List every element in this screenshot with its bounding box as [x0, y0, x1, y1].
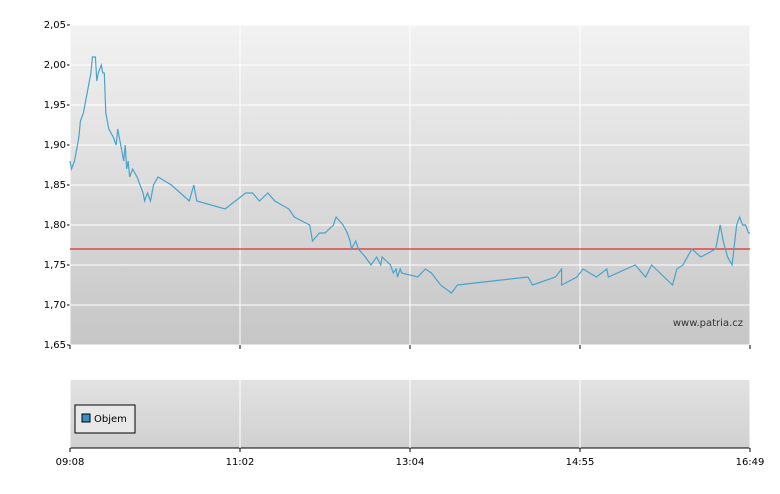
watermark: www.patria.cz — [673, 318, 743, 329]
y-tick-label: 1,85 — [44, 180, 66, 191]
price-line — [69, 56, 750, 294]
y-tick-label: 1,90 — [44, 140, 66, 151]
x-tick-label: 16:49 — [736, 457, 765, 468]
x-tick-label: 11:02 — [226, 457, 255, 468]
y-tick-label: 2,00 — [44, 60, 66, 71]
y-tick-label: 1,70 — [44, 300, 66, 311]
y-tick-label: 2,05 — [44, 20, 66, 31]
legend-label: Objem — [94, 414, 127, 425]
legend-box — [74, 404, 136, 434]
x-tick-label: 13:04 — [396, 457, 425, 468]
x-tick-label: 14:55 — [566, 457, 595, 468]
legend-swatch — [81, 413, 91, 423]
y-tick-label: 1,75 — [44, 260, 66, 271]
y-tick-label: 1,95 — [44, 100, 66, 111]
y-tick-label: 1,65 — [44, 340, 66, 351]
x-tick-label: 09:08 — [56, 457, 85, 468]
y-tick-label: 1,80 — [44, 220, 66, 231]
